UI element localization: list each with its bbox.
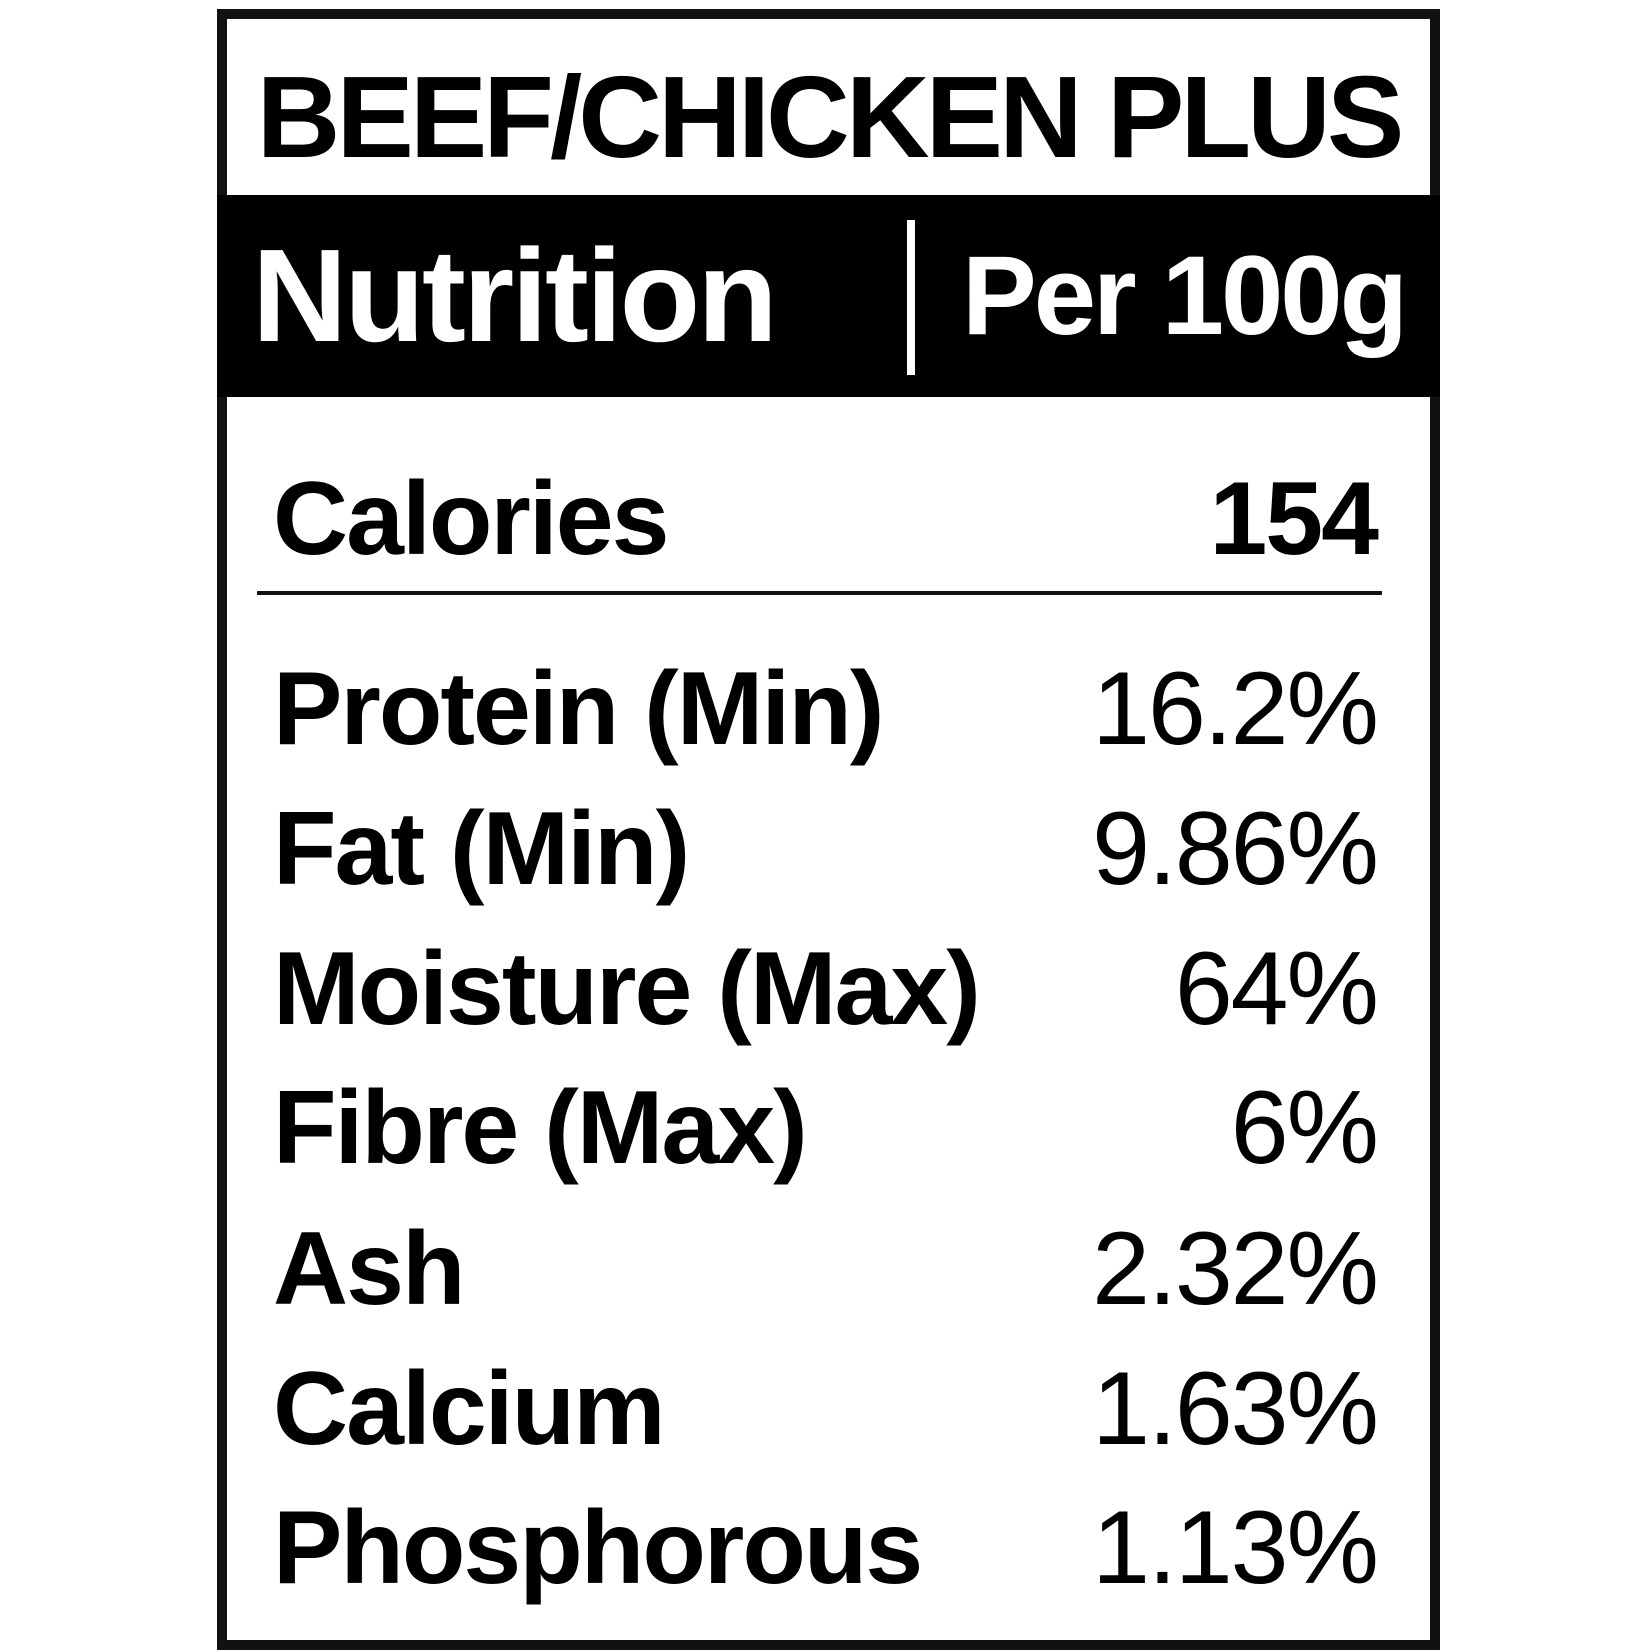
nutrient-value: 16.2% (1092, 651, 1379, 767)
calories-value: 154 (1209, 461, 1379, 577)
nutrient-label: Ash (273, 1211, 465, 1327)
product-title: BEEF/CHICKEN PLUS (256, 52, 1405, 182)
calories-label: Calories (273, 461, 669, 577)
nutrient-label: Fibre (Max) (273, 1070, 808, 1186)
nutrient-row: Ash 2.32% (273, 1199, 1379, 1339)
calories-row: Calories 154 (273, 449, 1379, 589)
per-100g-heading: Per 100g (962, 233, 1408, 358)
nutrient-row: Fibre (Max) 6% (273, 1058, 1379, 1198)
nutrient-row: Phosphorous 1.13% (273, 1478, 1379, 1618)
nutrient-value: 2.32% (1092, 1211, 1379, 1327)
nutrient-value: 6% (1230, 1070, 1379, 1186)
nutrient-row: Calcium 1.63% (273, 1339, 1379, 1479)
nutrient-value: 9.86% (1092, 791, 1379, 907)
nutrient-value: 1.63% (1092, 1351, 1379, 1467)
nutrient-label: Phosphorous (273, 1490, 923, 1606)
nutrition-label: BEEF/CHICKEN PLUS Nutrition Per 100g Cal… (217, 9, 1440, 1650)
nutrition-heading: Nutrition (252, 222, 778, 369)
nutrient-row: Protein (Min) 16.2% (273, 639, 1379, 779)
header-divider (907, 220, 915, 375)
divider-rule (257, 591, 1382, 595)
nutrient-label: Protein (Min) (273, 651, 884, 767)
nutrient-label: Moisture (Max) (273, 931, 981, 1047)
nutrient-value: 64% (1174, 931, 1379, 1047)
nutrient-value: 1.13% (1092, 1490, 1379, 1606)
nutrient-row: Fat (Min) 9.86% (273, 779, 1379, 919)
nutrient-row: Moisture (Max) 64% (273, 919, 1379, 1059)
nutrition-header: Nutrition Per 100g (217, 195, 1440, 397)
nutrient-label: Fat (Min) (273, 791, 690, 907)
nutrient-label: Calcium (273, 1351, 666, 1467)
